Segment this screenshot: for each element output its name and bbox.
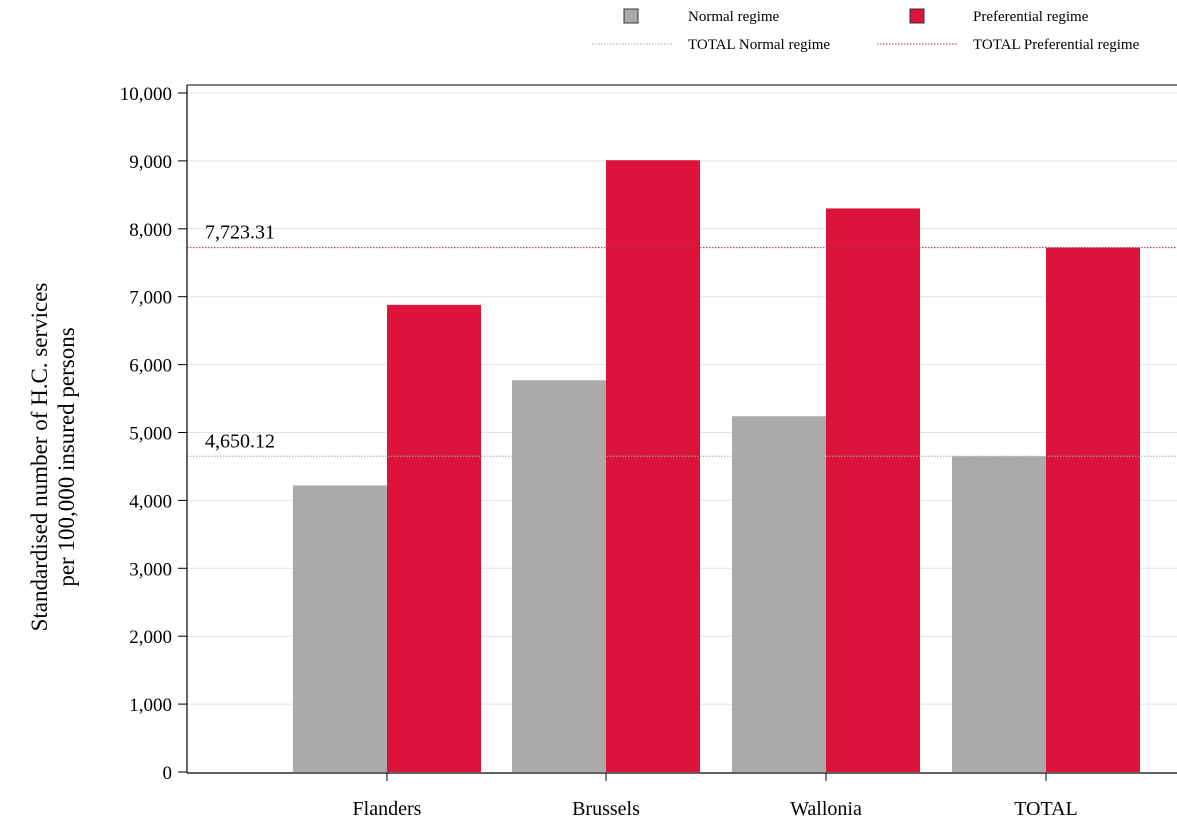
bar-normal-total (952, 456, 1046, 772)
bars (293, 160, 1140, 772)
legend-swatch-preferential (909, 8, 925, 24)
y-tick-label: 4,000 (129, 491, 172, 512)
legend: Normal regime Preferential regime TOTAL … (592, 8, 1140, 53)
reference-line-label: 7,723.31 (205, 222, 275, 244)
axes (178, 84, 1177, 781)
bar-normal-brussels (512, 380, 606, 772)
bar-preferential-wallonia (826, 208, 920, 772)
legend-label-preferential: Preferential regime (973, 9, 1089, 25)
bar-preferential-flanders (387, 304, 481, 772)
y-tick-label: 3,000 (129, 559, 172, 580)
x-tick-label: TOTAL (1014, 798, 1078, 820)
bar-preferential-total (1046, 247, 1140, 772)
legend-label-total-normal: TOTAL Normal regime (688, 37, 830, 53)
x-tick-label: Wallonia (790, 798, 862, 820)
y-tick-label: 2,000 (129, 627, 172, 648)
y-tick-label: 7,000 (129, 288, 172, 309)
y-axis-title-line-1: Standardised number of H.C. services (27, 283, 52, 632)
y-tick-label: 8,000 (129, 220, 172, 241)
y-tick-label: 10,000 (120, 84, 172, 105)
x-tick-label: Flanders (353, 798, 422, 820)
legend-label-normal: Normal regime (688, 9, 780, 25)
legend-label-total-preferential: TOTAL Preferential regime (973, 37, 1140, 53)
bar-normal-wallonia (732, 416, 826, 772)
y-tick-label: 5,000 (129, 424, 172, 445)
reference-line-label: 4,650.12 (205, 430, 275, 452)
tick-labels: 0 1,000 2,000 3,000 4,000 5,000 6,000 7,000 8,00… (120, 84, 1078, 820)
y-tick-label: 6,000 (129, 356, 172, 377)
x-tick-label: Brussels (572, 798, 640, 820)
bar-preferential-brussels (606, 160, 700, 772)
legend-swatch-normal (623, 8, 639, 24)
y-axis-title-line-2: per 100,000 insured persons (54, 327, 79, 586)
bar-normal-flanders (293, 485, 387, 772)
reference-lines: 4,650.12 7,723.31 (187, 222, 1177, 457)
y-tick-label: 1,000 (129, 695, 172, 716)
y-tick-label: 9,000 (129, 152, 172, 173)
y-tick-label: 0 (163, 763, 173, 784)
